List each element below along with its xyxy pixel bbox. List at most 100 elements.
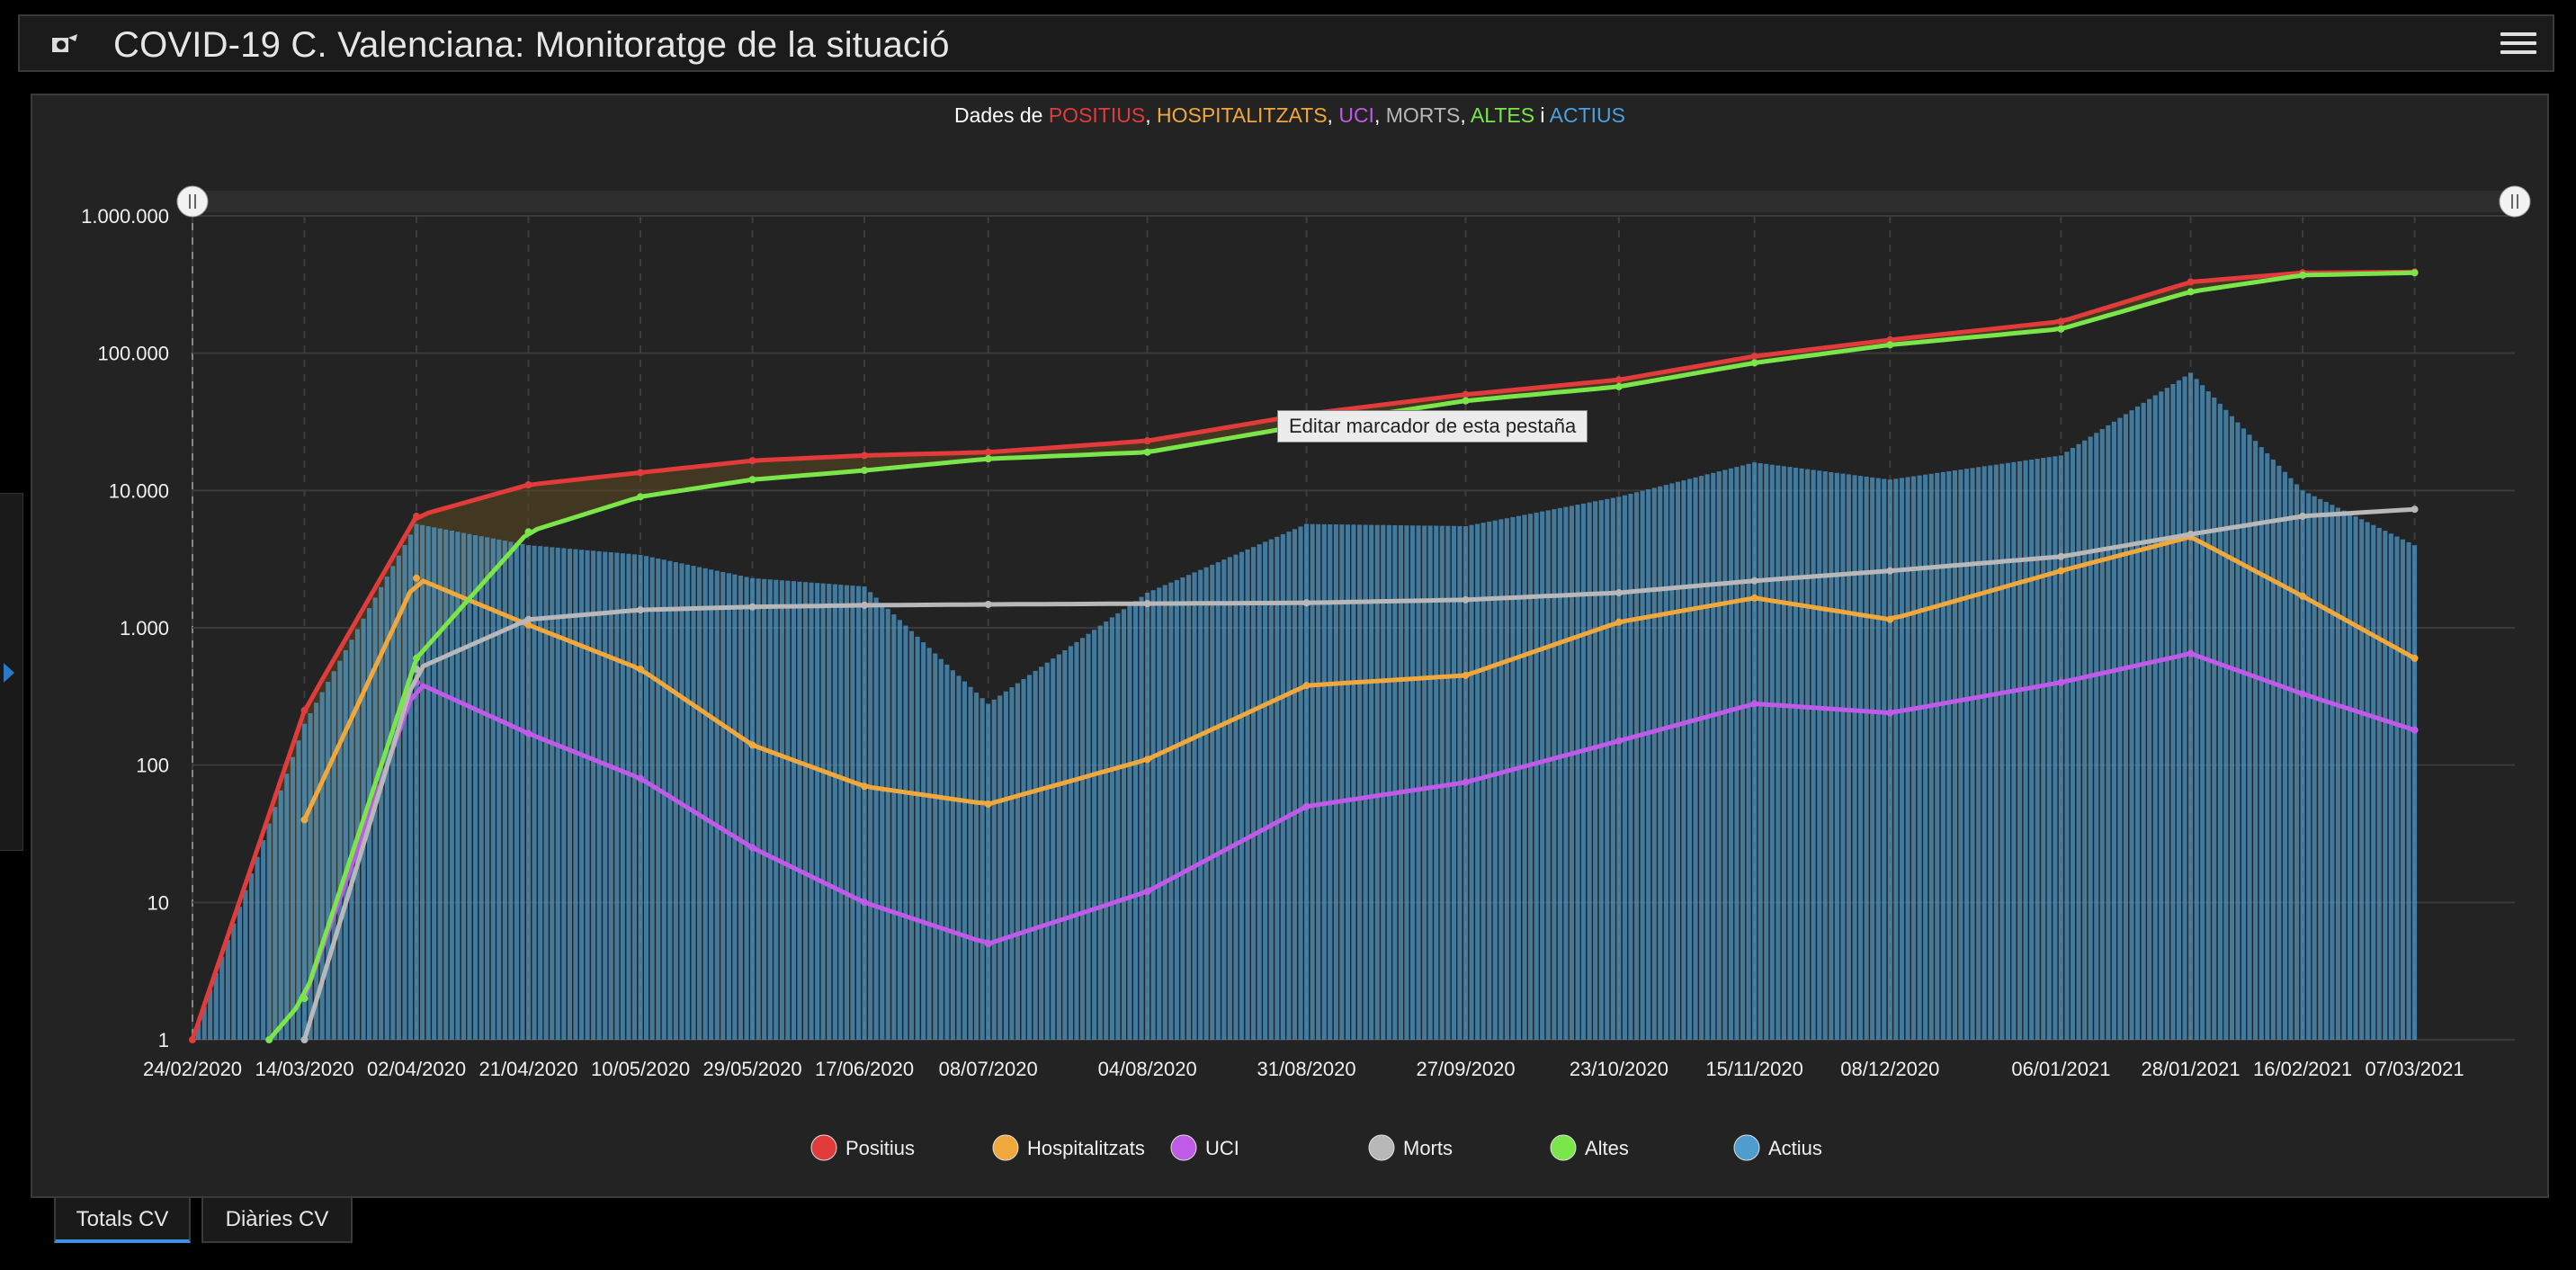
actius-bar (1157, 587, 1162, 1040)
side-panel-toggle[interactable] (0, 493, 23, 851)
actius-bar (349, 639, 354, 1040)
hospitalitzats-point (2299, 592, 2307, 600)
actius-bar (479, 536, 484, 1040)
legend-label-altes[interactable]: Altes (1585, 1137, 1629, 1159)
actius-bar (767, 579, 773, 1040)
altes-point (637, 493, 645, 501)
actius-bar (225, 940, 230, 1040)
legend-marker-actius[interactable] (1733, 1134, 1760, 1161)
actius-bar (1563, 506, 1569, 1040)
actius-bar (1545, 510, 1551, 1040)
actius-bar (938, 658, 944, 1040)
hospitalitzats-point (1614, 618, 1623, 626)
legend-label-positius[interactable]: Positius (845, 1137, 915, 1159)
actius-bar (1215, 562, 1221, 1040)
legend-label-morts[interactable]: Morts (1403, 1137, 1453, 1159)
chart-title-part: Dades de (954, 103, 1049, 127)
tab-diaries-cv[interactable]: Diàries CV (201, 1196, 353, 1243)
actius-bar (485, 537, 490, 1040)
actius-bar (779, 580, 784, 1040)
chart-title-part: ACTIUS (1550, 103, 1625, 127)
actius-bar (661, 559, 666, 1040)
legend-label-actius[interactable]: Actius (1768, 1137, 1822, 1159)
actius-bar (1221, 559, 1227, 1040)
actius-bar (2276, 465, 2282, 1040)
legend-marker-uci[interactable] (1170, 1134, 1197, 1161)
actius-bar (2217, 403, 2223, 1040)
positius-point (1886, 335, 1894, 344)
actius-bar (1174, 579, 1179, 1040)
morts-point (861, 601, 869, 609)
x-tick-label: 24/02/2020 (143, 1058, 242, 1080)
expand-arrow-icon (4, 663, 14, 683)
morts-point (2057, 552, 2065, 560)
actius-bar (1758, 463, 1763, 1040)
x-tick-label: 17/06/2020 (815, 1058, 914, 1080)
actius-bar (1935, 472, 1940, 1040)
actius-bar (926, 648, 932, 1040)
chart-title-part: MORTS (1386, 103, 1461, 127)
actius-bar (2082, 440, 2088, 1040)
actius-bar (2017, 461, 2023, 1040)
actius-bar (496, 539, 502, 1040)
actius-bar (1752, 462, 1758, 1040)
actius-bar (1044, 662, 1050, 1040)
legend-label-uci[interactable]: UCI (1205, 1137, 1239, 1159)
legend-label-hospitalitzats[interactable]: Hospitalitzats (1027, 1137, 1145, 1159)
app-title: COVID-19 C. Valenciana: Monitoratge de l… (113, 25, 950, 65)
tab-totals-cv[interactable]: Totals CV (54, 1196, 191, 1243)
actius-bar (1993, 464, 1999, 1040)
actius-bar (2023, 460, 2028, 1040)
actius-bar (2152, 395, 2158, 1040)
uci-point (2299, 690, 2307, 698)
actius-bar (2170, 384, 2176, 1040)
actius-bar (1540, 511, 1545, 1040)
chart-title-part: i (1534, 103, 1550, 127)
chart-title: Dades de POSITIUS, HOSPITALITZATS, UCI, … (954, 103, 1625, 127)
actius-bar (467, 533, 472, 1040)
y-tick-label: 10.000 (109, 479, 169, 502)
actius-bar (2099, 429, 2105, 1041)
morts-point (524, 615, 532, 623)
range-start-handle[interactable] (176, 185, 209, 218)
uci-point (1302, 802, 1310, 810)
actius-bar (1746, 463, 1751, 1040)
range-end-handle[interactable] (2499, 185, 2531, 218)
actius-bar (1693, 477, 1698, 1040)
hospitalitzats-point (524, 621, 532, 629)
actius-bar (1328, 524, 1333, 1040)
actius-bar (384, 577, 389, 1040)
actius-bar (1292, 529, 1298, 1040)
actius-bar (1263, 541, 1268, 1040)
actius-bar (561, 548, 567, 1040)
uci-point (1886, 709, 1894, 717)
actius-bar (897, 620, 902, 1040)
positius-point (748, 457, 756, 465)
actius-bar (1999, 463, 2005, 1040)
morts-point (300, 1036, 309, 1043)
actius-bar (1970, 468, 1975, 1040)
actius-bar (1675, 481, 1681, 1040)
legend-marker-altes[interactable] (1550, 1134, 1577, 1161)
actius-bar (1498, 519, 1504, 1040)
chart-title-part: ALTES (1471, 103, 1534, 127)
positius-point (861, 452, 869, 460)
app-logo-icon (52, 34, 77, 52)
legend-marker-hospitalitzats[interactable] (992, 1134, 1019, 1161)
actius-bar (1893, 478, 1899, 1040)
actius-bar (986, 703, 991, 1040)
actius-bar (684, 564, 691, 1040)
actius-bar (2253, 441, 2258, 1040)
actius-bar (1386, 524, 1391, 1040)
actius-bar (2318, 498, 2323, 1040)
hamburger-menu-icon[interactable] (2500, 27, 2536, 63)
actius-bar (308, 713, 313, 1040)
positius-point (2057, 318, 2065, 326)
legend-marker-positius[interactable] (810, 1134, 837, 1161)
actius-bar (437, 528, 443, 1040)
legend-marker-morts[interactable] (1368, 1134, 1395, 1161)
actius-bar (862, 586, 867, 1040)
actius-bar (1669, 483, 1675, 1040)
actius-bar (443, 529, 449, 1040)
hospitalitzats-point (637, 665, 645, 673)
